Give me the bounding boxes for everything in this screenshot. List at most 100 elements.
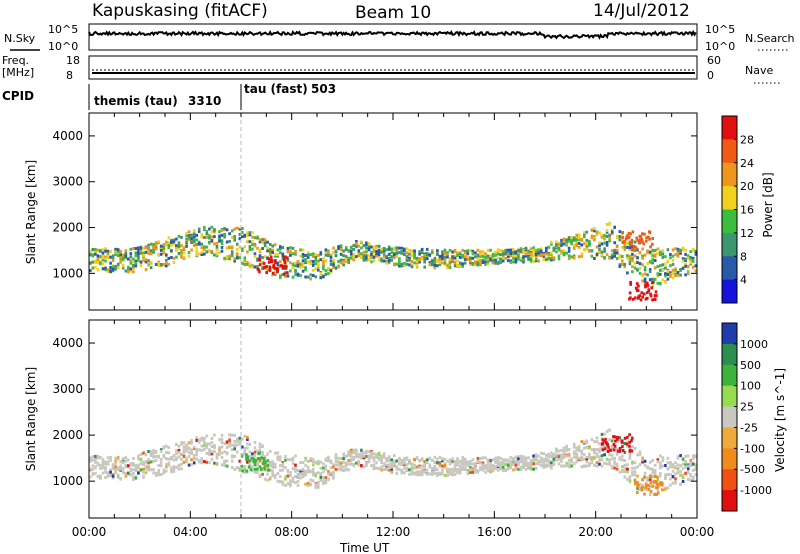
heatmap-cell (524, 252, 528, 256)
heatmap-hotspot-cell (246, 455, 250, 459)
heatmap-cell (203, 245, 206, 249)
heatmap-cell (334, 467, 338, 471)
heatmap-cell (479, 457, 482, 461)
heatmap-cell (608, 236, 611, 240)
heatmap-cell (263, 241, 267, 245)
heatmap-cell (689, 478, 692, 482)
heatmap-cell (456, 471, 459, 475)
heatmap-hotspot-cell (636, 480, 639, 484)
heatmap-hotspot-cell (605, 441, 608, 445)
heatmap-cell (641, 256, 644, 260)
heatmap-cell (99, 463, 102, 467)
heatmap-cell (365, 464, 368, 467)
heatmap-cell (89, 467, 92, 471)
heatmap-cell (246, 262, 249, 266)
heatmap-cell (124, 456, 128, 460)
heatmap-cell (187, 230, 191, 234)
heatmap-cell (314, 474, 318, 478)
heatmap-cell (180, 235, 183, 239)
heatmap-cell (132, 270, 135, 274)
heatmap-cell (484, 463, 487, 467)
heatmap-cell (261, 453, 264, 457)
heatmap-cell (111, 259, 115, 262)
heatmap-cell (177, 455, 181, 459)
heatmap-cell (129, 247, 133, 251)
heatmap-cell (367, 244, 371, 248)
heatmap-cell (286, 247, 290, 250)
heatmap-cell (324, 476, 328, 480)
heatmap-cell (94, 456, 97, 460)
heatmap-cell (514, 459, 518, 463)
heatmap-cell (218, 453, 221, 457)
heatmap-cell (137, 255, 140, 259)
heatmap-cell (114, 456, 117, 460)
heatmap-cell (458, 251, 462, 254)
heatmap-cell (137, 251, 140, 255)
heatmap-cell (542, 465, 546, 469)
heatmap-cell (96, 268, 100, 272)
heatmap-cell (686, 270, 690, 274)
heatmap-cell (671, 276, 675, 280)
heatmap-cell (461, 456, 464, 460)
heatmap-hotspot-cell (258, 465, 262, 469)
heatmap-cell (491, 254, 495, 258)
heatmap-cell (137, 463, 140, 467)
heatmap-cell (263, 463, 267, 467)
heatmap-cell (372, 455, 376, 459)
heatmap-cell (337, 467, 340, 471)
heatmap-cell (195, 450, 198, 453)
heatmap-cell (301, 262, 305, 266)
heatmap-cell (567, 453, 571, 457)
heatmap-cell (248, 240, 252, 244)
heatmap-cell (116, 250, 120, 254)
heatmap-cell (448, 469, 452, 473)
heatmap-cell (314, 485, 318, 489)
heatmap-cell (208, 241, 211, 245)
heatmap-cell (415, 264, 419, 268)
heatmap-cell (562, 242, 566, 246)
heatmap-cell (479, 254, 482, 258)
noise-left-label: N.Sky (4, 32, 36, 45)
heatmap-cell (380, 247, 383, 251)
heatmap-cell (458, 256, 462, 259)
heatmap-cell (567, 257, 571, 261)
heatmap-hotspot-cell (628, 440, 632, 444)
heatmap-cell (268, 464, 272, 467)
y-tick-label: 2000 (52, 428, 83, 442)
heatmap-cell (380, 454, 383, 458)
heatmap-cell (238, 436, 242, 440)
heatmap-hotspot-cell (637, 241, 641, 245)
heatmap-cell (413, 457, 416, 461)
heatmap-cell (213, 446, 216, 450)
heatmap-hotspot-cell (607, 445, 610, 449)
heatmap-cell (101, 248, 105, 252)
heatmap-cell (517, 467, 520, 471)
heatmap-cell (585, 238, 589, 242)
heatmap-cell (486, 463, 490, 467)
heatmap-cell (162, 247, 166, 251)
heatmap-cell (633, 470, 637, 474)
heatmap-cell (334, 463, 338, 467)
heatmap-cell (347, 451, 350, 455)
heatmap-cell (519, 456, 523, 460)
noise-panel: N.Sky 10^5 10^0 10^5 10^0 N.Search (4, 23, 795, 53)
heatmap-cell (360, 456, 363, 460)
heatmap-cell (372, 459, 376, 463)
heatmap-cell (144, 453, 148, 457)
heatmap-cell (610, 453, 614, 457)
heatmap-cell (476, 460, 480, 463)
heatmap-cell (560, 238, 563, 242)
heatmap-cell (355, 449, 358, 453)
heatmap-hotspot-cell (274, 259, 277, 263)
heatmap-cell (182, 445, 186, 449)
heatmap-cell (486, 460, 490, 464)
heatmap-cell (268, 242, 272, 246)
heatmap-hotspot-cell (657, 491, 660, 495)
heatmap-cell (499, 464, 502, 468)
heatmap-cell (410, 462, 414, 466)
heatmap-cell (352, 252, 356, 256)
heatmap-cell (116, 254, 120, 258)
heatmap-cell (458, 469, 462, 473)
heatmap-cell (507, 248, 510, 252)
heatmap-cell (572, 462, 576, 466)
